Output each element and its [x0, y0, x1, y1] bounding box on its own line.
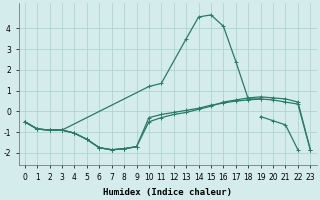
X-axis label: Humidex (Indice chaleur): Humidex (Indice chaleur) — [103, 188, 232, 197]
